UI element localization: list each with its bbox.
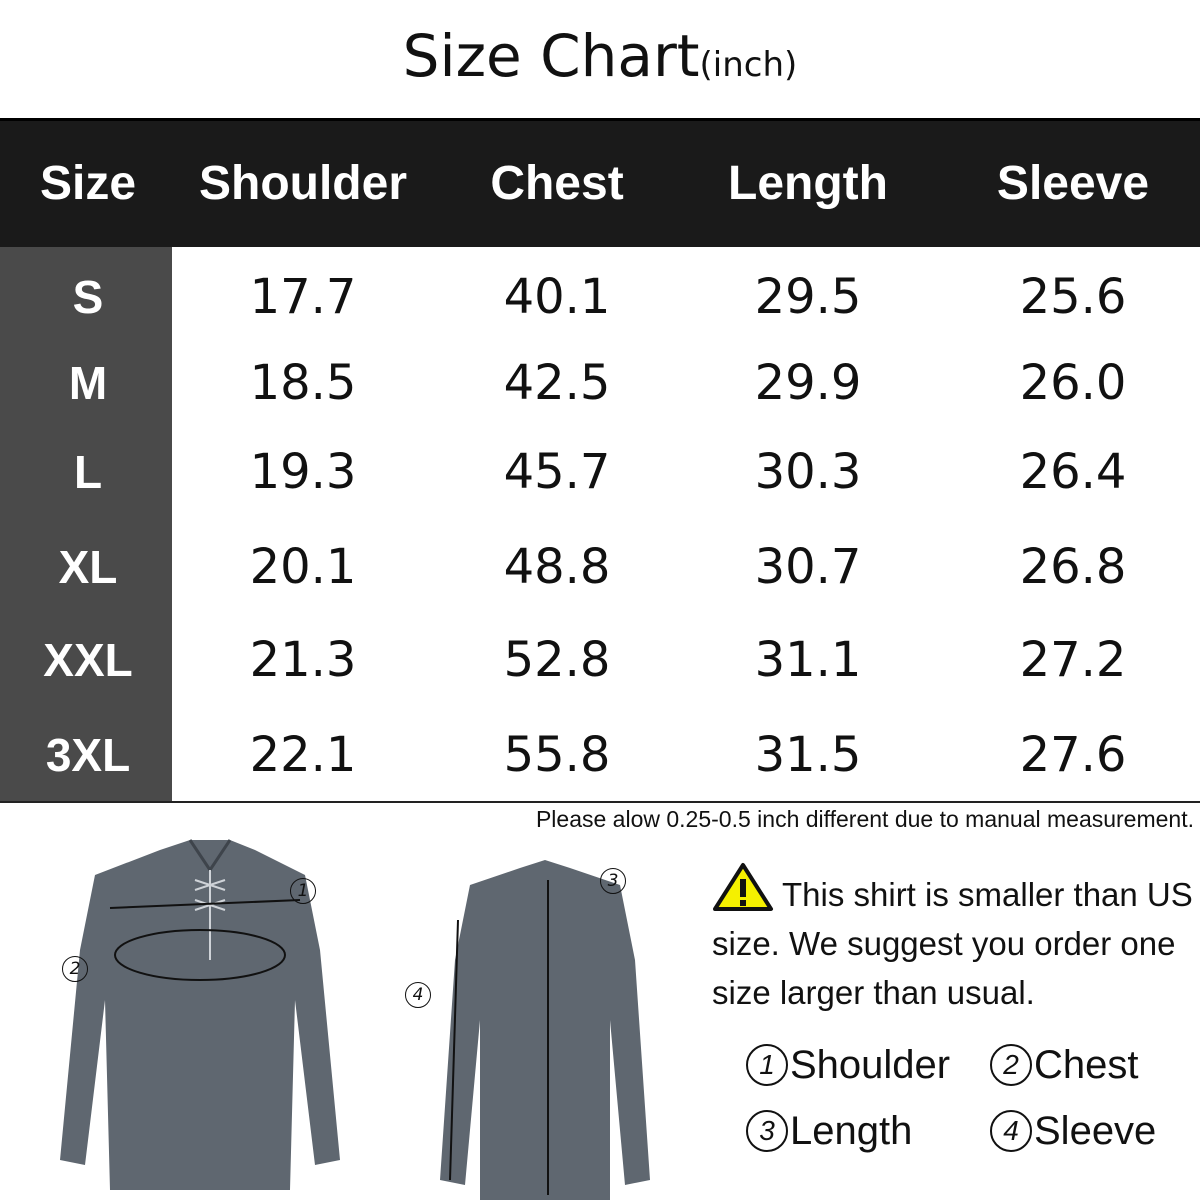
cell-chest: 55.8 [503, 727, 611, 783]
warning-text: This shirt is smaller than US size. We s… [712, 876, 1193, 1011]
shirt-front-image [60, 839, 340, 1190]
cell-shoulder: 22.1 [249, 727, 357, 783]
table-row: S 17.7 40.1 29.5 25.6 [0, 251, 1200, 343]
measurement-note: Please alow 0.25-0.5 inch different due … [535, 806, 1194, 832]
warning-triangle-icon [713, 863, 773, 911]
cell-shoulder: 20.1 [249, 539, 357, 595]
cell-sleeve: 26.8 [1019, 539, 1127, 595]
cell-size: L [73, 446, 103, 498]
title-unit: (inch) [699, 45, 798, 85]
cell-chest: 48.8 [503, 539, 611, 595]
legend-length: 3 Length [746, 1105, 990, 1157]
cell-sleeve: 27.6 [1019, 727, 1127, 783]
marker-1: 1 [290, 878, 318, 906]
header-size: Size [39, 157, 137, 210]
cell-size: XL [58, 541, 118, 593]
cell-size: M [68, 357, 108, 409]
cell-chest: 40.1 [503, 269, 611, 325]
cell-sleeve: 26.4 [1019, 444, 1127, 500]
cell-sleeve: 26.0 [1019, 355, 1127, 411]
shirt-back-image [440, 860, 650, 1200]
cell-chest: 52.8 [503, 632, 611, 688]
header-sleeve: Sleeve [996, 157, 1150, 210]
size-warning: This shirt is smaller than US size. We s… [712, 862, 1198, 1017]
cell-sleeve: 25.6 [1019, 269, 1127, 325]
marker-4: 4 [405, 982, 433, 1010]
cell-length: 30.3 [754, 444, 862, 500]
cell-shoulder: 17.7 [249, 269, 357, 325]
legend-sleeve: 4 Sleeve [990, 1105, 1200, 1157]
info-panel: This shirt is smaller than US size. We s… [712, 862, 1198, 1157]
cell-shoulder: 18.5 [249, 355, 357, 411]
header-chest: Chest [490, 157, 624, 210]
cell-size: S [72, 271, 104, 323]
table-row: XL 20.1 48.8 30.7 26.8 [0, 521, 1200, 613]
cell-chest: 45.7 [503, 444, 611, 500]
cell-size: XXL [43, 634, 133, 686]
cell-length: 31.1 [754, 632, 862, 688]
measurement-legend: 1 Shoulder 2 Chest 3 Length 4 Sleeve [712, 1039, 1198, 1157]
cell-shoulder: 19.3 [249, 444, 357, 500]
table-header: Size Shoulder Chest Length Sleeve [0, 118, 1200, 247]
table-row: M 18.5 42.5 29.9 26.0 [0, 337, 1200, 429]
cell-length: 29.5 [754, 269, 862, 325]
page-title: Size Chart(inch) [0, 22, 1200, 90]
marker-2: 2 [62, 956, 90, 984]
cell-length: 30.7 [754, 539, 862, 595]
title-text: Size Chart [402, 22, 700, 90]
legend-shoulder: 1 Shoulder [746, 1039, 990, 1091]
header-shoulder: Shoulder [198, 157, 408, 210]
table-row: L 19.3 45.7 30.3 26.4 [0, 426, 1200, 518]
table-row: 3XL 22.1 55.8 31.5 27.6 [0, 709, 1200, 801]
cell-chest: 42.5 [503, 355, 611, 411]
size-column-bg [0, 247, 172, 802]
cell-size: 3XL [45, 729, 131, 781]
legend-chest: 2 Chest [990, 1039, 1200, 1091]
marker-3: 3 [600, 868, 628, 896]
cell-sleeve: 27.2 [1019, 632, 1127, 688]
table-divider [0, 801, 1200, 803]
header-length: Length [728, 157, 888, 210]
table-row: XXL 21.3 52.8 31.1 27.2 [0, 614, 1200, 706]
cell-shoulder: 21.3 [249, 632, 357, 688]
cell-length: 31.5 [754, 727, 862, 783]
cell-length: 29.9 [754, 355, 862, 411]
